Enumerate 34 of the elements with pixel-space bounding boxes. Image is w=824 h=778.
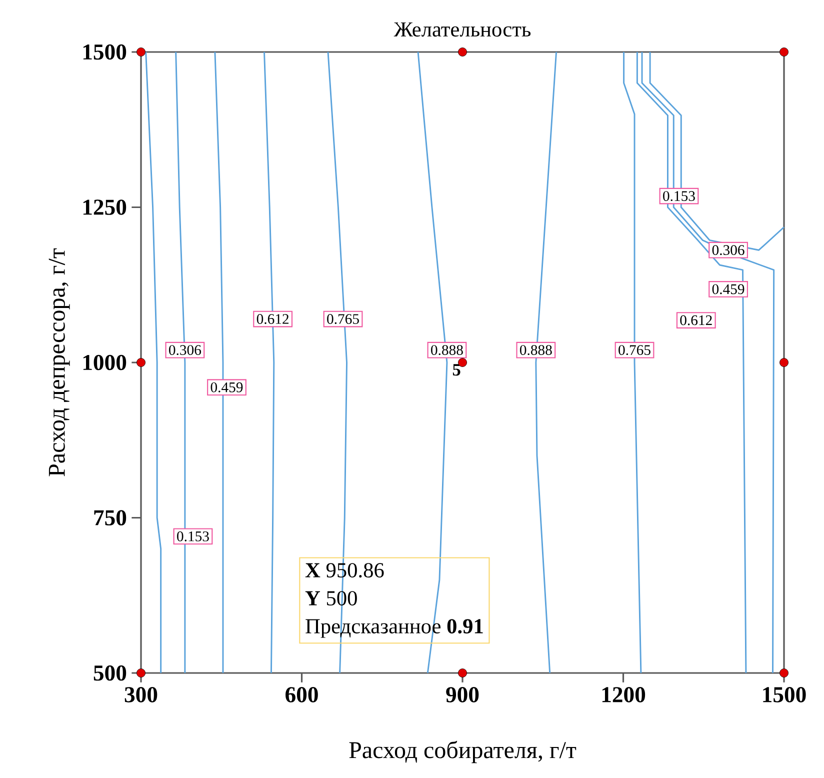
y-axis-title: Расход депрессора, г/т (48, 248, 70, 476)
y-tick-label: 750 (94, 510, 126, 526)
annotation: 0.153 (663, 191, 695, 202)
point (136, 48, 146, 56)
x-tick-label: 900 (446, 687, 479, 702)
annotation: 0.888 (520, 345, 552, 356)
annotation: 0.765 (618, 345, 650, 356)
x-tick-label: 600 (286, 687, 318, 702)
x-tick-label: 300 (124, 687, 158, 702)
annotation: 0.765 (327, 314, 359, 324)
annotation: 0.612 (680, 315, 712, 326)
annotation: 0.306 (169, 345, 202, 356)
annotation: 0.612 (256, 314, 289, 324)
point (136, 668, 146, 678)
point (780, 48, 788, 56)
y-tick-label: 500 (94, 665, 126, 681)
y-tick-label: 1000 (83, 354, 126, 370)
x-tick-label: 1500 (763, 687, 806, 702)
point (136, 358, 146, 367)
annotation: 5 (452, 364, 460, 376)
point (780, 358, 788, 367)
annotation: 0.459 (712, 284, 744, 294)
y-tick-label: 1500 (83, 44, 126, 60)
point (458, 668, 467, 678)
y-tick-label: 1250 (83, 200, 126, 215)
annotation: 0.459 (210, 382, 243, 392)
x-tick-label: 1200 (602, 687, 646, 702)
annotation: 0.888 (431, 345, 463, 356)
point (458, 48, 467, 56)
point (780, 668, 788, 678)
x-axis-title: Расход собирателя, г/т (349, 740, 576, 764)
annotation: 0.153 (177, 531, 209, 542)
annotation: 0.306 (712, 245, 744, 256)
chart-title: Желательность (394, 22, 531, 37)
